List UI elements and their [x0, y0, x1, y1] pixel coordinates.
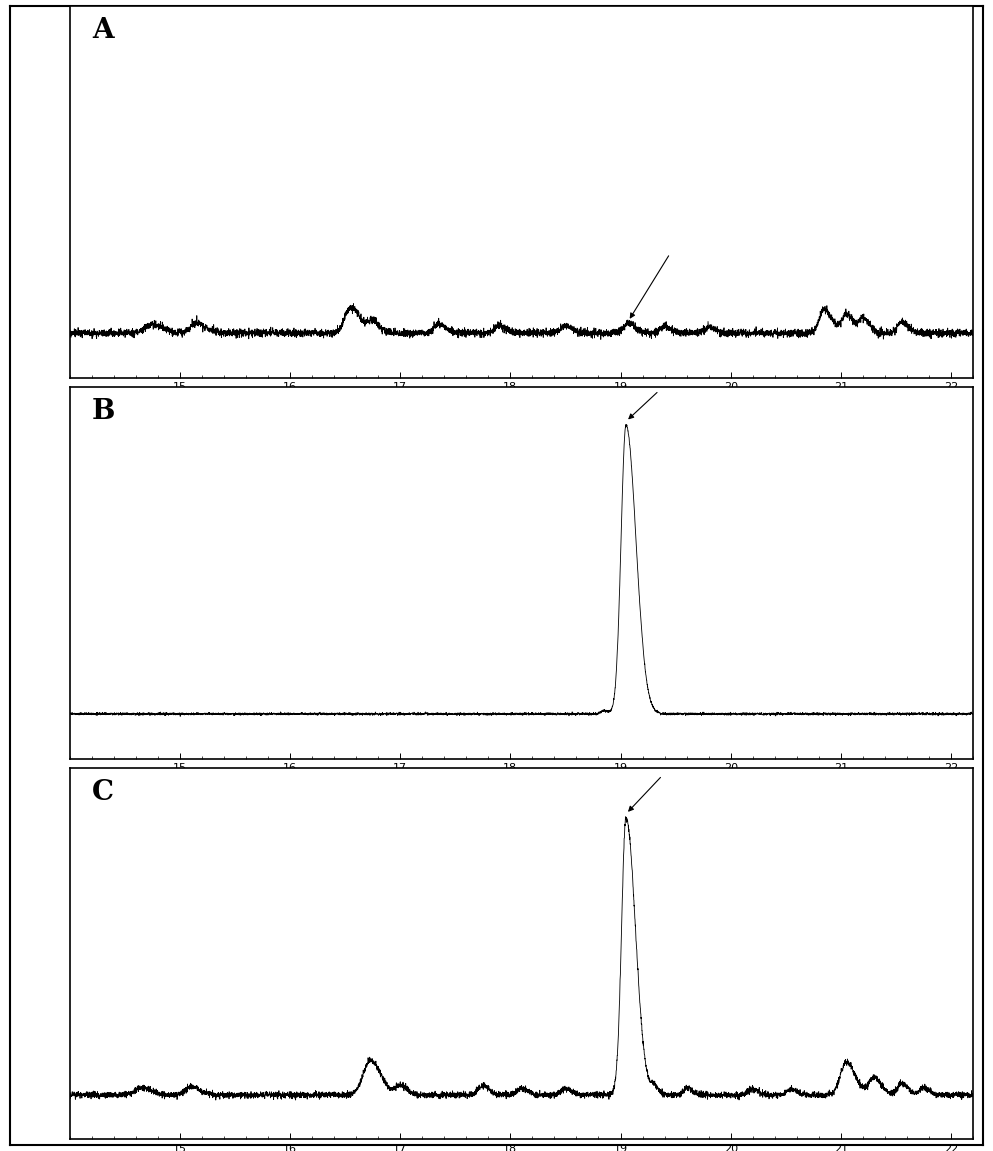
Text: C: C: [92, 779, 114, 806]
Text: B: B: [92, 398, 115, 425]
Text: A: A: [92, 17, 114, 44]
Text: min: min: [954, 392, 970, 402]
Text: min: min: [954, 773, 970, 783]
